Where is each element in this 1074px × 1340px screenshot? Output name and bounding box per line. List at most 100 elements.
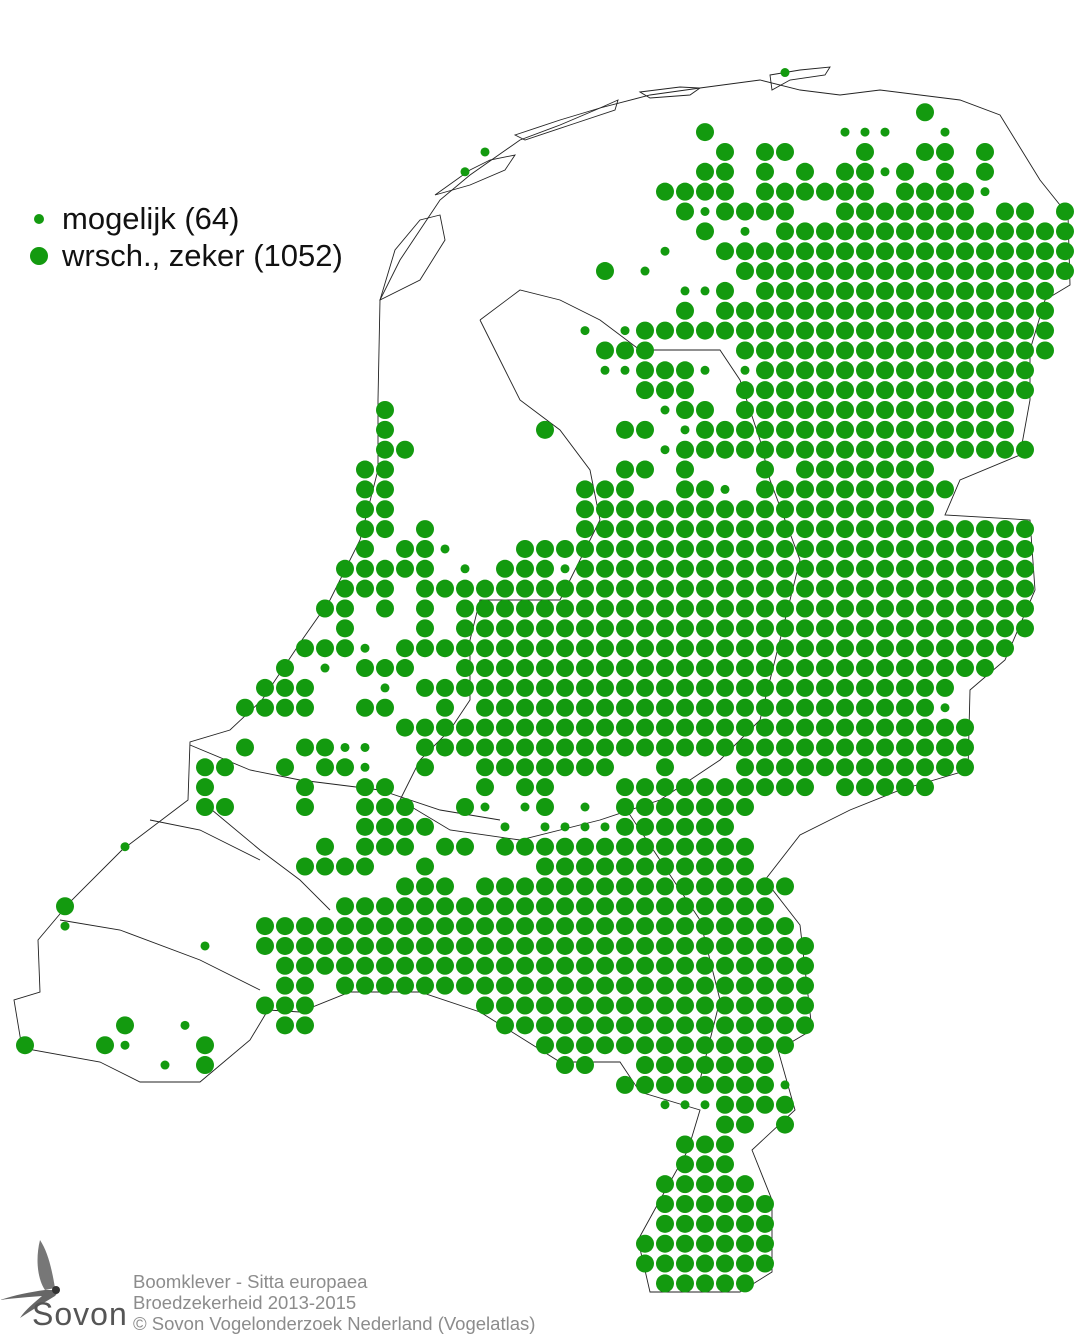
dot-probable-confirmed (436, 698, 454, 717)
dot-probable-confirmed (336, 936, 354, 955)
dot-probable-confirmed (896, 281, 914, 300)
dot-probable-confirmed (956, 520, 974, 539)
dot-probable-confirmed (956, 440, 974, 459)
dot-probable-confirmed (476, 778, 494, 797)
atlas-dots (16, 68, 1074, 1293)
dot-probable-confirmed (896, 698, 914, 717)
dot-probable-confirmed (656, 877, 674, 896)
dot-probable-confirmed (816, 718, 834, 737)
dot-probable-confirmed (456, 917, 474, 936)
dot-probable-confirmed (996, 539, 1014, 558)
dot-probable-confirmed (536, 778, 554, 797)
dot-probable-confirmed (296, 798, 314, 816)
dot-probable-confirmed (716, 1155, 734, 1174)
dot-probable-confirmed (736, 1016, 754, 1035)
dot-probable-confirmed (696, 897, 714, 916)
dot-probable-confirmed (776, 500, 794, 519)
dot-possible (360, 643, 370, 653)
dot-probable-confirmed (416, 857, 434, 876)
dot-probable-confirmed (636, 738, 654, 757)
dot-probable-confirmed (336, 857, 354, 876)
dot-probable-confirmed (516, 559, 534, 578)
dot-probable-confirmed (1016, 619, 1034, 638)
dot-probable-confirmed (696, 401, 714, 419)
dot-probable-confirmed (636, 698, 654, 717)
dot-probable-confirmed (376, 917, 394, 936)
dot-probable-confirmed (716, 1254, 734, 1273)
dot-probable-confirmed (1016, 520, 1034, 539)
dot-probable-confirmed (936, 440, 954, 459)
dot-probable-confirmed (476, 639, 494, 658)
dot-probable-confirmed (396, 798, 414, 816)
dot-probable-confirmed (876, 401, 894, 419)
dot-probable-confirmed (616, 559, 634, 578)
dot-probable-confirmed (376, 956, 394, 975)
dot-probable-confirmed (736, 1056, 754, 1075)
dot-probable-confirmed (796, 698, 814, 717)
dot-probable-confirmed (856, 579, 874, 598)
dot-probable-confirmed (716, 142, 734, 161)
dot-probable-confirmed (676, 857, 694, 876)
dot-probable-confirmed (796, 361, 814, 380)
dot-probable-confirmed (976, 222, 994, 241)
dot-probable-confirmed (536, 639, 554, 658)
dot-probable-confirmed (796, 976, 814, 995)
dot-probable-confirmed (876, 718, 894, 737)
dot-probable-confirmed (736, 520, 754, 539)
dot-probable-confirmed (896, 659, 914, 678)
dot-probable-confirmed (656, 659, 674, 678)
dot-probable-confirmed (596, 936, 614, 955)
dot-probable-confirmed (696, 321, 714, 340)
dot-probable-confirmed (276, 1016, 294, 1035)
dot-probable-confirmed (676, 1214, 694, 1233)
dot-possible (340, 742, 350, 752)
dot-probable-confirmed (916, 659, 934, 678)
dot-probable-confirmed (616, 718, 634, 737)
dot-probable-confirmed (776, 639, 794, 658)
dot-probable-confirmed (636, 917, 654, 936)
dot-probable-confirmed (896, 341, 914, 360)
dot-probable-confirmed (376, 837, 394, 856)
dot-probable-confirmed (676, 440, 694, 459)
dot-probable-confirmed (516, 837, 534, 856)
dot-probable-confirmed (916, 778, 934, 797)
dot-probable-confirmed (876, 698, 894, 717)
dot-probable-confirmed (836, 559, 854, 578)
dot-probable-confirmed (896, 182, 914, 201)
dot-probable-confirmed (816, 758, 834, 777)
dot-probable-confirmed (996, 381, 1014, 400)
dot-probable-confirmed (596, 698, 614, 717)
dot-possible (700, 207, 710, 216)
dot-probable-confirmed (516, 579, 534, 598)
dot-probable-confirmed (956, 579, 974, 598)
dot-probable-confirmed (856, 401, 874, 419)
dot-probable-confirmed (716, 301, 734, 320)
dot-probable-confirmed (736, 381, 754, 400)
copyright: © Sovon Vogelonderzoek Nederland (Vogela… (133, 1313, 536, 1334)
dot-probable-confirmed (796, 162, 814, 181)
dot-probable-confirmed (996, 361, 1014, 380)
dot-probable-confirmed (856, 718, 874, 737)
dot-probable-confirmed (696, 956, 714, 975)
dot-probable-confirmed (656, 798, 674, 816)
dot-probable-confirmed (576, 559, 594, 578)
dot-probable-confirmed (576, 619, 594, 638)
dot-probable-confirmed (496, 956, 514, 975)
dot-probable-confirmed (496, 877, 514, 896)
dot-probable-confirmed (676, 1075, 694, 1094)
dot-probable-confirmed (356, 579, 374, 598)
dot-probable-confirmed (696, 222, 714, 241)
dot-probable-confirmed (956, 222, 974, 241)
dot-probable-confirmed (876, 460, 894, 479)
dot-probable-confirmed (756, 599, 774, 618)
dot-probable-confirmed (496, 599, 514, 618)
dot-probable-confirmed (336, 917, 354, 936)
dot-probable-confirmed (536, 857, 554, 876)
dot-probable-confirmed (796, 381, 814, 400)
dot-probable-confirmed (856, 381, 874, 400)
dot-probable-confirmed (756, 936, 774, 955)
dot-probable-confirmed (676, 778, 694, 797)
dot-probable-confirmed (976, 401, 994, 419)
dot-probable-confirmed (776, 202, 794, 221)
dot-probable-confirmed (736, 718, 754, 737)
